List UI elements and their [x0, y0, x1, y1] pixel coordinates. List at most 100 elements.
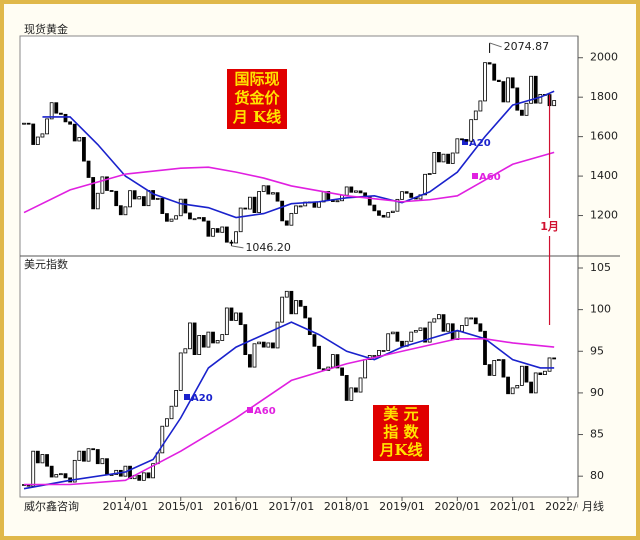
candle: [160, 425, 165, 454]
candle: [469, 317, 474, 320]
source: 威尔鑫咨询: [24, 499, 79, 513]
candle: [105, 458, 109, 475]
x-tick-label: 2017/01: [269, 500, 315, 513]
y-tick-label: 1800: [590, 90, 618, 103]
candle: [178, 352, 183, 391]
candle: [395, 198, 400, 212]
candle: [86, 160, 91, 178]
candle: [515, 87, 520, 111]
candle: [220, 226, 225, 233]
candle: [165, 418, 169, 427]
candle: [506, 376, 510, 395]
candle: [381, 350, 386, 352]
candle: [77, 450, 82, 461]
candle: [169, 218, 174, 222]
candle: [128, 190, 132, 208]
candle: [363, 359, 368, 379]
candle: [174, 390, 179, 407]
candle: [234, 312, 238, 321]
candle: [271, 342, 275, 349]
candle: [201, 217, 206, 222]
candle: [95, 449, 100, 465]
candle: [257, 341, 262, 345]
candle: [118, 205, 123, 216]
candle: [132, 190, 137, 200]
candle: [86, 448, 91, 462]
candle: [22, 122, 26, 125]
candle: [54, 474, 59, 478]
candle: [206, 331, 211, 348]
candle: [478, 323, 483, 332]
candle: [340, 367, 344, 376]
candle: [238, 207, 243, 233]
ma-line: [23, 151, 555, 214]
candle: [418, 327, 423, 331]
candle: [400, 191, 404, 200]
legend-swatch: [472, 173, 478, 179]
candle: [58, 473, 63, 476]
candle: [298, 300, 303, 307]
ma-label: A60: [254, 406, 276, 417]
x-tick-label: 2014/01: [103, 500, 149, 513]
candle: [510, 77, 515, 89]
candle: [413, 330, 418, 333]
ma-label: A20: [191, 393, 213, 404]
candle: [243, 324, 248, 355]
candle: [441, 314, 446, 332]
candle: [224, 307, 229, 336]
y-tick-label: 1200: [590, 209, 618, 222]
candle: [252, 196, 257, 213]
candle: [409, 192, 414, 198]
candle: [349, 387, 354, 401]
candle: [82, 450, 86, 462]
title-line: 国际现: [234, 70, 279, 88]
candle: [344, 375, 349, 401]
y-tick-label: 100: [590, 303, 611, 316]
candle: [31, 450, 36, 487]
candle: [137, 196, 142, 200]
candle: [160, 197, 165, 214]
candle: [183, 348, 188, 354]
candle: [496, 359, 501, 361]
candle: [63, 113, 68, 123]
x-tick-label: 2019/01: [379, 500, 425, 513]
candle: [312, 334, 317, 347]
candle: [515, 385, 520, 389]
candle: [137, 474, 142, 481]
candle: [211, 228, 215, 237]
marker-label: 1月: [540, 220, 559, 233]
candle: [26, 122, 31, 125]
candle: [275, 192, 280, 202]
candle: [261, 185, 266, 192]
candle: [206, 220, 211, 237]
candle: [404, 191, 409, 194]
y-tick-label: 85: [590, 428, 604, 441]
candle: [354, 190, 358, 193]
candle: [63, 473, 68, 479]
candle: [395, 331, 400, 342]
panel-label: 美元指数: [24, 257, 68, 271]
title-box: 国际现 货金价 月 K线: [225, 67, 289, 131]
candle: [82, 137, 86, 162]
candle: [261, 341, 266, 348]
legend-swatch: [184, 394, 190, 400]
candle: [188, 322, 192, 350]
candle: [496, 79, 501, 82]
candle: [464, 139, 469, 142]
candle: [506, 77, 510, 103]
candle: [483, 62, 487, 102]
period-bg: [578, 499, 618, 515]
candle: [529, 381, 533, 394]
y-tick-label: 80: [590, 469, 604, 482]
ma-line: [24, 337, 555, 486]
candle: [201, 335, 206, 348]
candle: [54, 102, 59, 114]
candle: [197, 335, 202, 355]
candle: [58, 112, 63, 115]
candle: [377, 350, 381, 356]
candle: [358, 377, 363, 393]
candle: [238, 312, 243, 326]
candle: [492, 63, 497, 81]
candle: [275, 321, 280, 349]
